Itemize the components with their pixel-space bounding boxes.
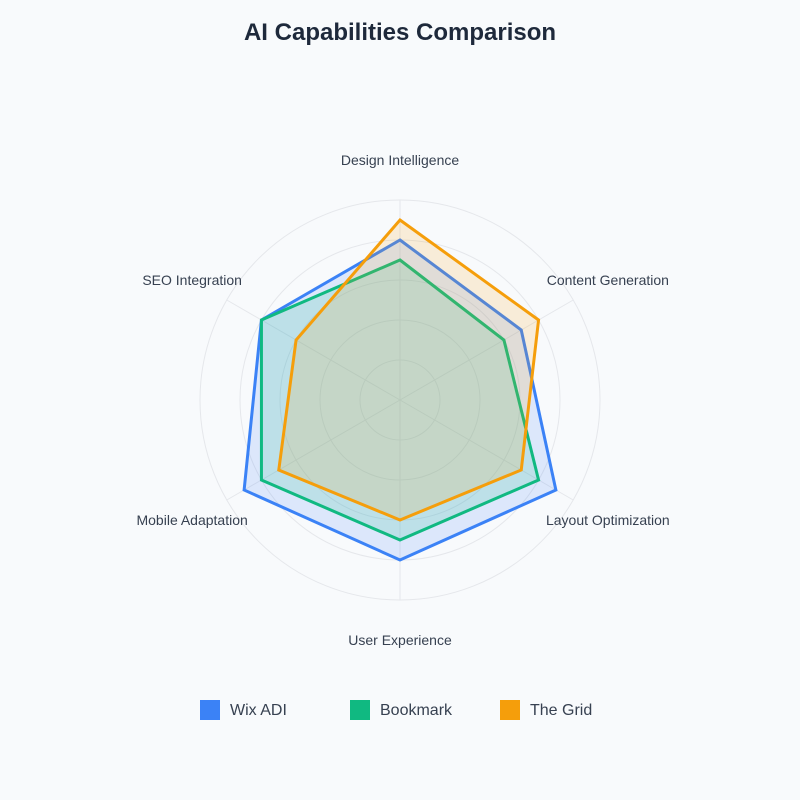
axis-spoke bbox=[399, 399, 574, 501]
legend-swatch bbox=[350, 700, 370, 720]
series-polygon-bookmark bbox=[259, 258, 541, 542]
legend-swatch bbox=[200, 700, 220, 720]
axis-spoke bbox=[226, 299, 401, 401]
axis-label: Mobile Adaptation bbox=[136, 512, 247, 528]
axis-label: User Experience bbox=[348, 632, 452, 648]
chart-title: AI Capabilities Comparison bbox=[244, 19, 556, 46]
legend-label: Wix ADI bbox=[230, 702, 287, 719]
axis-labels: Design Intelligence Content Generation Lay… bbox=[136, 152, 669, 648]
legend-item-the-grid: The Grid bbox=[500, 700, 592, 720]
legend: Wix ADI Bookmark The Grid bbox=[200, 700, 592, 720]
legend-label: Bookmark bbox=[380, 702, 453, 719]
axis-label: Design Intelligence bbox=[341, 152, 460, 168]
legend-swatch bbox=[500, 700, 520, 720]
axis-spoke bbox=[226, 399, 401, 501]
axis-label: SEO Integration bbox=[142, 272, 242, 288]
legend-item-wix-adi: Wix ADI bbox=[200, 700, 287, 720]
axis-label: Layout Optimization bbox=[546, 512, 670, 528]
radar-series bbox=[242, 217, 558, 562]
legend-item-bookmark: Bookmark bbox=[350, 700, 453, 720]
axis-label: Content Generation bbox=[547, 272, 669, 288]
axis-spoke bbox=[399, 299, 574, 401]
series-polygon-the-grid bbox=[277, 217, 541, 522]
legend-label: The Grid bbox=[530, 702, 592, 719]
